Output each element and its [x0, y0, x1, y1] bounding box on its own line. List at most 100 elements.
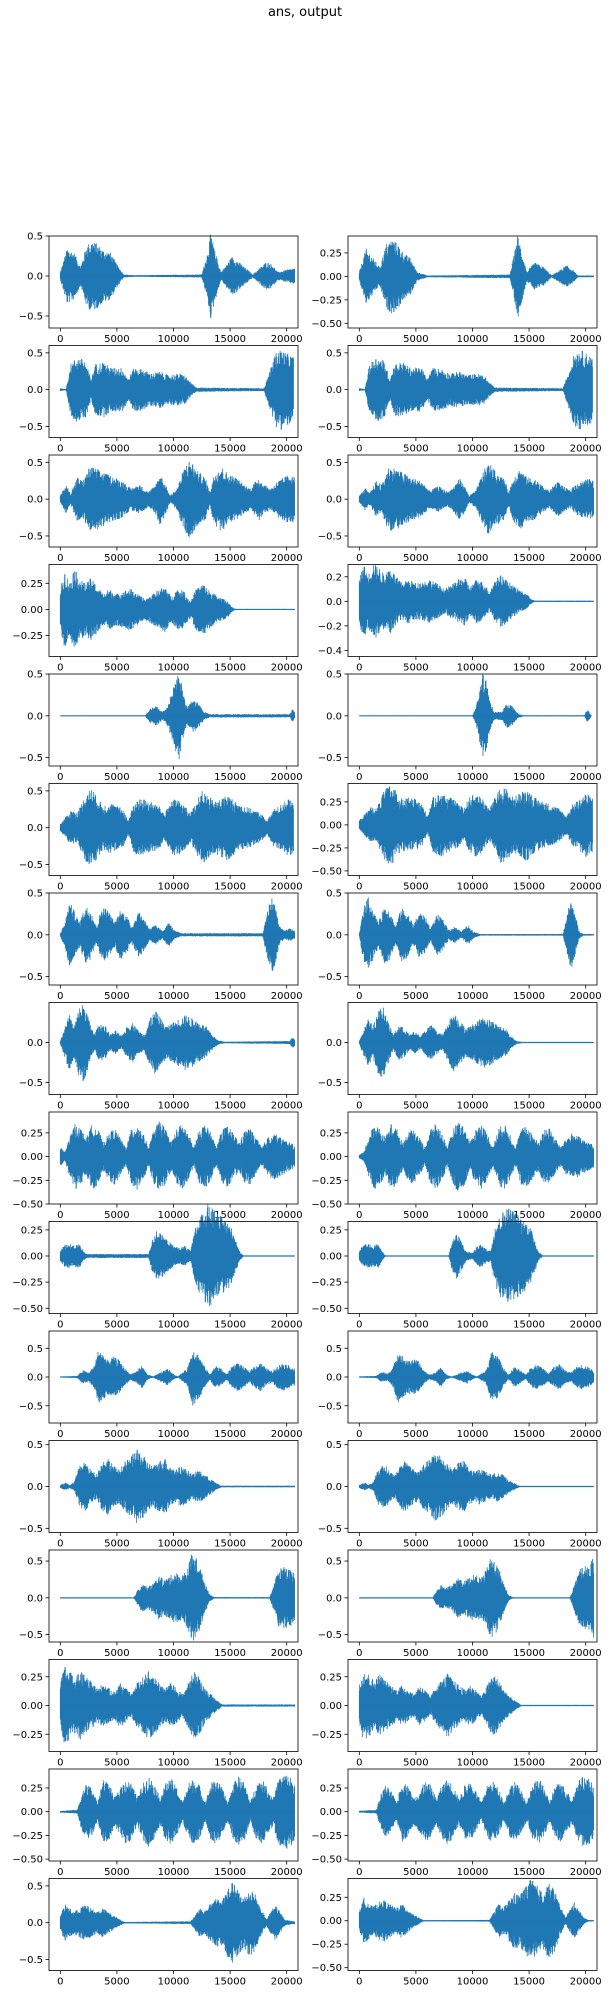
x-tick-label: 0 [356, 1539, 362, 1550]
x-tick-label: 15000 [513, 772, 545, 783]
y-tick-label: −0.5 [19, 531, 43, 542]
y-tick-label: −0.50 [12, 1855, 43, 1866]
y-tick-label: −0.5 [318, 972, 342, 983]
x-tick-label: 20000 [271, 1429, 303, 1440]
x-tick-label: 0 [356, 991, 362, 1002]
x-tick-label: 5000 [104, 772, 129, 783]
subplot: 0 5000 10000 15000 20000 −0.5 0.0 0.5 [19, 889, 303, 1003]
x-tick-label: 10000 [457, 663, 489, 674]
subplot: 0 5000 10000 15000 20000 −0.5 0.0 0.5 [19, 670, 303, 784]
x-tick-label: 20000 [271, 663, 303, 674]
y-tick-label: 0.0 [27, 711, 43, 722]
x-tick-label: 5000 [403, 882, 428, 893]
x-tick-label: 5000 [104, 1210, 129, 1221]
x-tick-label: 0 [356, 1429, 362, 1440]
x-tick-label: 10000 [158, 1429, 190, 1440]
y-tick-label: 0.25 [21, 1225, 43, 1236]
subplot: 0 5000 10000 15000 20000 −0.50 −0.25 0.00 0.25 [311, 1878, 602, 1988]
y-tick-label: −0.5 [19, 1401, 43, 1412]
x-tick-label: 0 [356, 1101, 362, 1112]
x-tick-label: 5000 [104, 1977, 129, 1988]
x-tick-label: 10000 [457, 444, 489, 455]
y-tick-label: 0.0 [27, 495, 43, 506]
y-tick-label: −0.50 [311, 1855, 342, 1866]
y-tick-label: −0.5 [19, 1524, 43, 1535]
x-tick-label: 10000 [158, 553, 190, 564]
y-tick-label: 0.00 [320, 1152, 342, 1163]
x-tick-label: 20000 [570, 1320, 602, 1331]
y-tick-label: −0.5 [318, 1401, 342, 1412]
x-tick-label: 0 [57, 444, 63, 455]
y-tick-label: 0.00 [21, 605, 43, 616]
y-tick-label: −0.5 [19, 753, 43, 764]
y-tick-label: −0.5 [318, 1630, 342, 1641]
y-tick-label: 0.00 [21, 1252, 43, 1263]
y-tick-label: 0.00 [21, 1152, 43, 1163]
subplot: 0 5000 10000 15000 20000 −0.4 −0.2 0.0 0.2 [318, 564, 602, 674]
x-tick-label: 10000 [158, 882, 190, 893]
x-tick-label: 15000 [214, 1539, 246, 1550]
x-tick-label: 20000 [570, 444, 602, 455]
y-tick-label: −0.4 [318, 646, 342, 657]
y-tick-label: 0.00 [320, 1916, 342, 1927]
x-tick-label: 0 [356, 663, 362, 674]
y-tick-label: −0.5 [318, 531, 342, 542]
x-tick-label: 20000 [570, 1429, 602, 1440]
y-tick-label: 0.25 [320, 1893, 342, 1904]
x-tick-label: 15000 [513, 1977, 545, 1988]
y-tick-label: 0.0 [326, 495, 342, 506]
subplot: 0 5000 10000 15000 20000 −0.5 0.0 0.5 [19, 1330, 303, 1440]
subplot: 0 5000 10000 15000 20000 −0.5 0.0 0.5 [19, 232, 303, 346]
y-tick-label: −0.25 [12, 631, 43, 642]
x-tick-label: 0 [356, 334, 362, 345]
subplot: 0 5000 10000 15000 20000 −0.5 0.0 0.5 [318, 670, 602, 784]
x-tick-label: 0 [356, 1320, 362, 1331]
x-tick-label: 20000 [271, 991, 303, 1002]
subplot: 0 5000 10000 15000 20000 −0.5 0.0 0.5 [318, 1330, 602, 1440]
y-tick-label: 0.5 [27, 458, 43, 469]
subplot: 0 5000 10000 15000 20000 −0.50 −0.25 0.00 0.25 [311, 235, 602, 345]
x-tick-label: 10000 [457, 1101, 489, 1112]
y-tick-label: −0.50 [311, 1304, 342, 1315]
y-tick-label: −0.2 [318, 621, 342, 632]
x-tick-label: 15000 [214, 1210, 246, 1221]
y-tick-label: 0.5 [326, 1344, 342, 1355]
subplot: 0 5000 10000 15000 20000 −0.5 0.0 0.5 [318, 1549, 602, 1659]
y-tick-label: 0.5 [27, 889, 43, 900]
y-tick-label: 0.0 [27, 272, 43, 283]
x-tick-label: 0 [57, 1867, 63, 1878]
x-tick-label: 10000 [158, 1867, 190, 1878]
x-tick-label: 15000 [513, 1429, 545, 1440]
subplot: 0 5000 10000 15000 20000 −0.25 0.00 0.25 [12, 564, 303, 674]
x-tick-label: 5000 [104, 1320, 129, 1331]
x-tick-label: 0 [57, 334, 63, 345]
y-tick-label: −0.5 [318, 753, 342, 764]
x-tick-label: 0 [57, 1539, 63, 1550]
x-tick-label: 0 [57, 1648, 63, 1659]
x-tick-label: 10000 [158, 1210, 190, 1221]
x-tick-label: 0 [356, 444, 362, 455]
y-tick-label: 0.00 [320, 1807, 342, 1818]
y-tick-label: 0.0 [27, 1038, 43, 1049]
y-tick-label: −0.25 [12, 1176, 43, 1187]
figure-title: ans, output [267, 5, 343, 20]
x-tick-label: 5000 [403, 1429, 428, 1440]
x-tick-label: 20000 [271, 1758, 303, 1769]
x-tick-label: 0 [57, 772, 63, 783]
waveform-line [59, 1351, 295, 1406]
y-tick-label: −0.25 [311, 295, 342, 306]
x-tick-label: 20000 [570, 334, 602, 345]
y-tick-label: 0.25 [320, 1225, 342, 1236]
x-tick-label: 15000 [214, 772, 246, 783]
x-tick-label: 20000 [271, 334, 303, 345]
x-tick-label: 5000 [104, 663, 129, 674]
x-tick-label: 5000 [403, 1648, 428, 1659]
x-tick-label: 5000 [104, 1101, 129, 1112]
x-tick-label: 5000 [403, 772, 428, 783]
x-tick-label: 15000 [214, 1977, 246, 1988]
x-tick-label: 20000 [271, 772, 303, 783]
x-tick-label: 20000 [570, 1210, 602, 1221]
x-tick-label: 5000 [104, 1758, 129, 1769]
y-tick-label: −0.25 [12, 1831, 43, 1842]
x-tick-label: 20000 [271, 1977, 303, 1988]
